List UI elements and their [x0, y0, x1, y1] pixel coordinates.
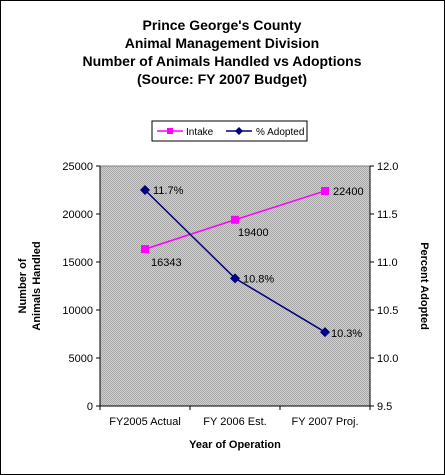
intake-data-label: 22400 [333, 186, 364, 198]
x-tick-label: FY 2007 Proj. [291, 416, 358, 428]
x-axis-title: Year of Operation [189, 439, 281, 451]
y-left-tick-label: 0 [87, 401, 93, 413]
adopted-data-label: 10.3% [331, 328, 362, 340]
y-left-tick-label: 15000 [62, 257, 93, 269]
x-tick-label: FY 2006 Est. [203, 416, 266, 428]
chart-title-line-4: (Source: FY 2007 Budget) [137, 71, 307, 87]
adopted-point [140, 185, 150, 195]
legend-adopted-label: % Adopted [256, 127, 304, 138]
legend-intake-label: Intake [186, 127, 214, 138]
intake-point [141, 245, 149, 254]
intake-point [321, 186, 329, 195]
y-left-tick-label: 25000 [62, 161, 93, 173]
legend-intake-marker [167, 128, 173, 134]
y-left-tick-label: 20000 [62, 209, 93, 221]
intake-point [231, 215, 239, 224]
y-left-axis-title-line-2: Animals Handled [31, 241, 43, 330]
chart-title-line-1: Prince George's County [143, 17, 302, 33]
intake-data-label: 16343 [151, 257, 182, 269]
y-left-tick-label: 5000 [69, 353, 93, 365]
intake-data-label: 19400 [238, 227, 269, 239]
series-layer: 16343 19400 22400 11.7% 10.8% 10.3% [140, 185, 364, 340]
y-right-tick-label: 11.0 [377, 257, 398, 269]
y-left-axis-title-line-1: Number of [17, 258, 29, 313]
y-right-axis-title: Percent Adopted [418, 242, 430, 330]
adopted-data-label: 10.8% [243, 273, 274, 285]
ticks-layer: 0 5000 10000 15000 20000 25000 9.5 10.0 10.5 11.0… [62, 161, 398, 428]
y-right-tick-label: 11.5 [377, 209, 398, 221]
adopted-point [320, 327, 330, 338]
chart-title-line-2: Animal Management Division [125, 35, 319, 51]
plot-area [99, 165, 371, 407]
y-right-tick-label: 10.5 [377, 305, 398, 317]
chart-title-line-3: Number of Animals Handled vs Adoptions [83, 53, 362, 69]
y-left-tick-label: 10000 [62, 305, 93, 317]
adopted-point [230, 273, 240, 284]
y-right-tick-label: 10.0 [377, 353, 398, 365]
adopted-data-label: 11.7% [153, 185, 184, 197]
y-right-tick-label: 9.5 [377, 401, 392, 413]
legend-adopted-marker [235, 127, 243, 135]
x-tick-label: FY2005 Actual [109, 416, 181, 428]
legend: Intake % Adopted [151, 120, 308, 142]
y-right-tick-label: 12.0 [377, 161, 398, 173]
